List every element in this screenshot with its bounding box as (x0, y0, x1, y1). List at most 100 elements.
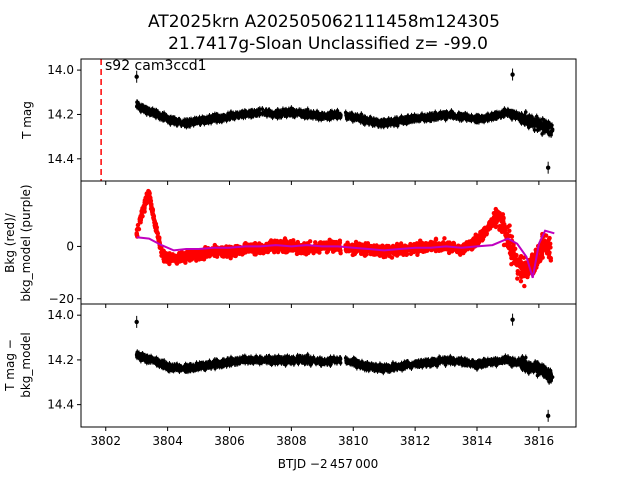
flux-point (294, 109, 299, 113)
flux-point (547, 132, 551, 137)
flux-point (228, 113, 232, 118)
flux-point (470, 116, 474, 121)
flux-point (310, 114, 314, 118)
flux-point (136, 105, 141, 110)
outlier-point (545, 165, 551, 170)
flux-point (313, 112, 318, 116)
flux-point (436, 116, 441, 121)
flux-point (232, 113, 236, 117)
y-tick-label: 14.2 (47, 107, 74, 121)
flux-point (517, 116, 521, 120)
y-tick-label: 14.0 (47, 63, 74, 77)
outlier-point (134, 74, 139, 79)
flux-point (542, 119, 547, 123)
flux-point (417, 116, 422, 121)
flux-point (522, 121, 527, 126)
flux-point (184, 120, 188, 124)
bkg-point (515, 276, 520, 281)
flux-point (433, 114, 437, 119)
flux-point (370, 120, 375, 125)
flux-point (165, 117, 169, 121)
flux-point (380, 121, 384, 126)
y-tick-label: 14.4 (47, 152, 74, 166)
flux-point (538, 118, 542, 123)
panel-middle-bkg: 0−20 (49, 180, 577, 308)
flux-point (346, 114, 351, 119)
flux-point (540, 132, 544, 136)
flux-point (532, 128, 537, 132)
flux-point (493, 115, 497, 119)
flux-point (535, 128, 540, 132)
flux-point (200, 118, 205, 122)
flux-point (533, 120, 538, 124)
flux-point (177, 118, 182, 122)
flux-point (325, 114, 330, 119)
flux-point (260, 107, 265, 111)
flux-point (251, 113, 255, 118)
flux-point (480, 117, 484, 122)
flux-point (510, 116, 514, 121)
flux-point (239, 114, 244, 119)
flux-point (498, 115, 503, 119)
flux-point (475, 114, 480, 119)
flux-point (443, 117, 448, 122)
flux-point (248, 111, 253, 115)
flux-point (350, 113, 355, 117)
flux-point (179, 123, 184, 127)
flux-point (485, 118, 490, 122)
flux-point (534, 114, 539, 119)
outlier-point (510, 72, 515, 77)
flux-point (460, 116, 465, 120)
flux-point (265, 111, 269, 115)
flux-point (398, 119, 403, 124)
flux-point (273, 110, 278, 115)
flux-point (330, 109, 334, 114)
flux-point (423, 116, 428, 120)
flux-point (174, 118, 179, 123)
flux-point (335, 116, 340, 120)
flux-point (224, 118, 229, 123)
flux-point (170, 116, 175, 121)
flux-point (526, 125, 531, 130)
flux-point (450, 112, 455, 117)
flux-point (156, 113, 160, 118)
flux-point (527, 114, 532, 118)
flux-point (338, 115, 343, 120)
flux-point (214, 118, 219, 122)
bkg-point (433, 236, 439, 242)
flux-point (519, 119, 524, 124)
flux-point (438, 110, 443, 115)
panel-top-tmag: 14.0 14.2 14.4 (47, 58, 577, 185)
flux-point (489, 115, 493, 120)
flux-point (281, 107, 285, 112)
flux-point (187, 118, 192, 122)
flux-point (548, 122, 553, 127)
flux-point (297, 111, 302, 116)
flux-point (343, 110, 348, 115)
flux-point (222, 114, 227, 118)
flux-point (278, 111, 282, 116)
figure-title-line1: AT2025krn A202505062111458m124305 (148, 12, 500, 32)
flux-point (191, 121, 195, 126)
flux-point (456, 112, 461, 116)
flux-point (290, 109, 295, 114)
flux-point (406, 118, 411, 123)
flux-point (261, 111, 265, 116)
flux-point (376, 122, 380, 126)
figure-title-line2: 21.7417g-Sloan Unclassified z= -99.0 (168, 34, 488, 54)
flux-point (476, 118, 481, 122)
flux-point (255, 112, 259, 117)
flux-point (466, 116, 471, 120)
flux-point (541, 127, 546, 132)
flux-point (364, 120, 368, 125)
flux-point (526, 118, 531, 123)
flux-point (354, 115, 359, 119)
bkg-point (507, 223, 512, 228)
flux-point (320, 111, 324, 116)
flux-point (154, 109, 159, 113)
flux-point (220, 119, 224, 124)
flux-point (402, 118, 407, 123)
flux-point (316, 115, 321, 120)
flux-point (395, 123, 400, 128)
